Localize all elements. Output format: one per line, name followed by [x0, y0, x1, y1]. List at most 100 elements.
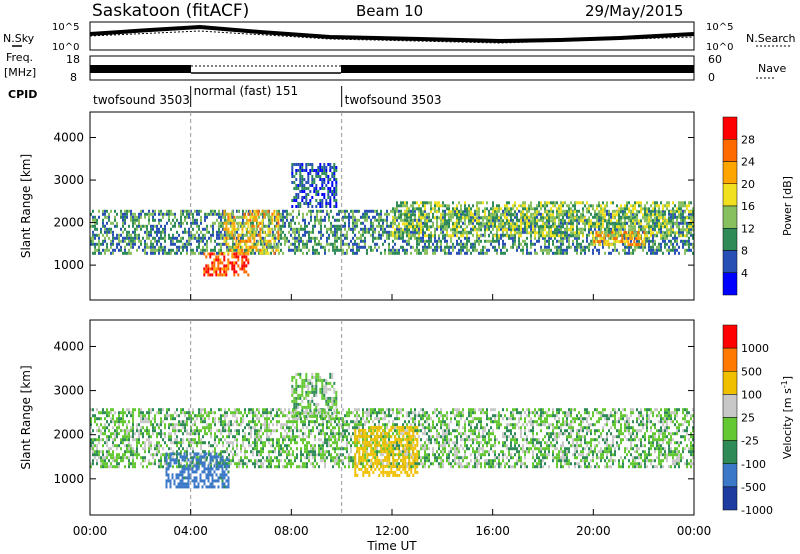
data-cell — [348, 221, 350, 225]
data-cell — [354, 215, 356, 219]
data-cell — [554, 231, 556, 235]
data-cell — [662, 204, 664, 208]
data-cell — [520, 231, 522, 235]
data-cell — [156, 224, 158, 228]
data-cell — [472, 228, 474, 232]
data-cell — [324, 245, 326, 249]
data-cell — [130, 209, 132, 213]
data-cell — [590, 239, 592, 243]
data-cell — [335, 199, 338, 202]
data-cell — [226, 248, 228, 252]
data-cell — [670, 221, 672, 225]
data-cell — [414, 209, 416, 213]
data-cell — [319, 199, 322, 202]
data-cell — [120, 420, 122, 424]
data-cell — [600, 231, 602, 235]
data-cell — [600, 210, 602, 214]
data-cell — [438, 236, 440, 240]
data-cell — [376, 236, 378, 240]
data-cell — [311, 163, 314, 166]
data-cell — [251, 212, 254, 216]
data-cell — [332, 215, 334, 219]
data-cell — [540, 231, 542, 235]
data-cell — [494, 239, 496, 243]
data-cell — [608, 218, 610, 222]
data-cell — [626, 245, 628, 249]
data-cell — [261, 209, 264, 213]
data-cell — [252, 218, 254, 222]
data-cell — [323, 193, 326, 196]
data-cell — [222, 233, 224, 237]
data-cell — [223, 251, 226, 255]
data-cell — [299, 202, 302, 205]
data-cell — [132, 408, 134, 412]
data-cell — [414, 225, 416, 229]
data-cell — [108, 414, 110, 418]
data-cell — [124, 212, 126, 216]
data-cell — [98, 438, 100, 442]
data-cell — [214, 462, 216, 466]
data-cell — [94, 456, 96, 460]
data-cell — [172, 224, 174, 228]
data-cell — [524, 201, 526, 205]
data-cell — [416, 245, 418, 249]
data-cell — [496, 216, 498, 220]
data-cell — [182, 236, 184, 240]
data-cell — [424, 222, 426, 226]
data-cell — [168, 236, 170, 240]
data-cell — [186, 230, 188, 234]
data-cell — [269, 215, 272, 219]
data-cell — [180, 420, 182, 424]
data-cell — [118, 248, 120, 252]
data-cell — [184, 429, 186, 433]
data-cell — [142, 248, 144, 252]
data-cell — [566, 204, 568, 208]
data-cell — [424, 215, 426, 219]
data-cell — [120, 429, 122, 433]
data-cell — [514, 228, 516, 232]
data-cell — [208, 444, 210, 448]
data-cell — [280, 242, 282, 246]
data-cell — [650, 225, 652, 229]
data-cell — [243, 221, 246, 225]
data-cell — [116, 456, 118, 460]
data-cell — [478, 222, 480, 226]
data-cell — [296, 230, 298, 234]
data-cell — [114, 435, 116, 439]
data-cell — [186, 450, 188, 454]
data-cell — [496, 207, 498, 211]
data-cell — [628, 248, 630, 252]
data-cell — [120, 459, 122, 463]
data-cell — [245, 242, 248, 246]
data-cell — [514, 234, 516, 238]
data-cell — [257, 209, 260, 213]
data-cell — [314, 251, 316, 255]
data-cell — [204, 242, 206, 246]
data-cell — [452, 245, 454, 249]
data-cell — [211, 273, 214, 277]
data-cell — [190, 414, 192, 418]
data-cell — [122, 435, 124, 439]
data-cell — [204, 212, 206, 216]
data-cell — [158, 245, 160, 249]
data-cell — [184, 426, 186, 430]
data-cell — [528, 216, 530, 220]
data-cell — [652, 242, 654, 246]
data-cell — [214, 447, 216, 451]
data-cell — [601, 231, 604, 235]
data-cell — [301, 166, 304, 169]
data-cell — [333, 169, 336, 172]
data-cell — [152, 251, 154, 255]
data-cell — [186, 417, 188, 421]
data-cell — [598, 248, 600, 252]
data-cell — [624, 204, 626, 208]
data-cell — [250, 221, 252, 225]
data-cell — [560, 201, 562, 205]
data-cell — [232, 245, 234, 249]
data-cell — [160, 245, 162, 249]
data-cell — [282, 236, 284, 240]
data-cell — [312, 230, 314, 234]
data-cell — [614, 242, 616, 246]
data-cell — [192, 221, 194, 225]
data-cell — [572, 210, 574, 214]
